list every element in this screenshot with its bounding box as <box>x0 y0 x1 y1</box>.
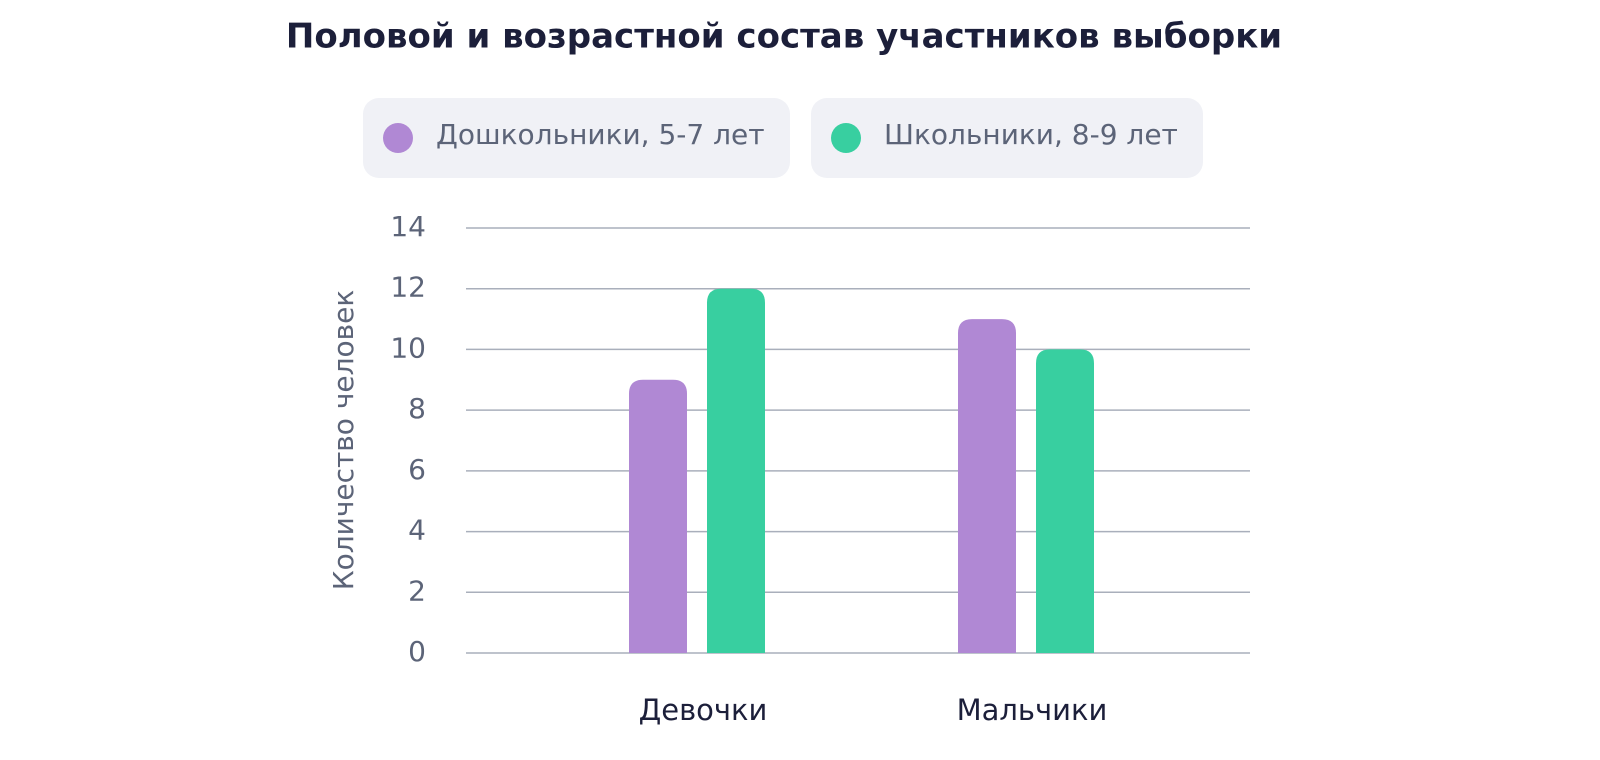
y-tick-label: 2 <box>408 574 426 607</box>
y-tick-label: 10 <box>390 331 426 364</box>
legend-swatch <box>383 123 413 153</box>
y-tick-label: 14 <box>390 210 426 243</box>
y-axis-label: Количество человек <box>327 290 360 591</box>
y-tick-label: 6 <box>408 453 426 486</box>
bar <box>958 319 1016 653</box>
legend-item <box>811 98 1203 178</box>
bar <box>707 288 765 653</box>
x-tick-label: Девочки <box>639 693 768 727</box>
y-tick-label: 12 <box>390 271 426 304</box>
bar <box>629 379 687 653</box>
legend-label: Дошкольники, 5-7 лет <box>436 118 765 151</box>
y-tick-label: 0 <box>408 635 426 668</box>
y-tick-label: 4 <box>408 514 426 547</box>
y-tick-label: 8 <box>408 392 426 425</box>
legend-swatch <box>831 123 861 153</box>
legend-label: Школьники, 8-9 лет <box>884 118 1178 151</box>
bar <box>1036 349 1094 653</box>
legend-item <box>363 98 790 178</box>
chart-title: Половой и возрастной состав участников в… <box>286 17 1282 57</box>
x-tick-label: Мальчики <box>957 693 1108 727</box>
